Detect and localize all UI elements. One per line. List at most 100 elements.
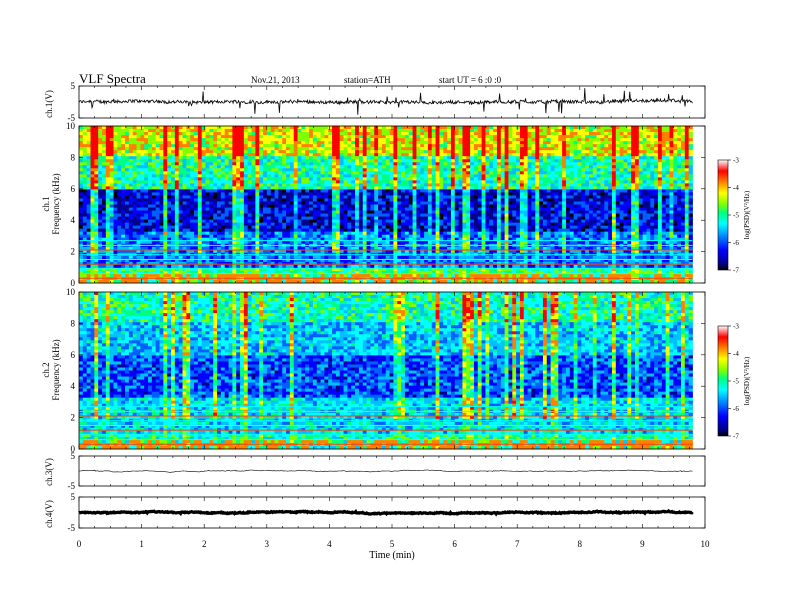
ch1-spectrogram-cell (255, 192, 260, 196)
ch1-spectrogram-cell (228, 129, 233, 133)
ch1-spectrogram-cell (263, 171, 268, 175)
ch1-spectrogram-cell (680, 129, 686, 133)
ch1-spectrogram-cell (182, 195, 187, 199)
ch1-spectrogram-cell (401, 177, 406, 181)
ch1-spectrogram-cell (178, 159, 183, 163)
ch1-spectrogram-cell (182, 186, 187, 190)
ch1-spectrogram-cell (251, 216, 256, 220)
ch1-spectrogram-cell (385, 171, 390, 175)
ch1-spectrogram-cell (213, 183, 218, 187)
ch1-spectrogram-cell (159, 135, 164, 139)
ch1-spectrogram-cell (615, 129, 621, 133)
ch1-spectrogram-cell (289, 213, 295, 217)
ch1-spectrogram-cell (293, 216, 298, 220)
ch1-spectrogram-cell (148, 153, 153, 157)
ch1-spectrogram-cell (642, 213, 647, 217)
ch1-spectrogram-cell (581, 171, 586, 175)
ch1-spectrogram-cell (167, 153, 172, 157)
ch1-spectrogram-cell (420, 198, 425, 202)
ch1-spectrogram-cell (324, 210, 329, 214)
ch1-spectrogram-cell (213, 156, 218, 160)
ch1-spectrogram-cell (224, 132, 229, 136)
ch1-spectrogram-cell (366, 213, 371, 217)
ch1-spectrogram-cell (335, 210, 341, 214)
ch1-spectrogram-cell (592, 141, 598, 145)
ch1-spectrogram-cell (266, 135, 272, 139)
ch1-spectrogram-cell (282, 177, 287, 181)
ch1-spectrogram-cell (343, 180, 348, 184)
ch1-spectrogram-cell (255, 144, 260, 148)
ch1-spectrogram-cell (619, 204, 624, 208)
ch1-spectrogram-cell (90, 150, 95, 154)
ch1-spectrogram-cell (351, 132, 356, 136)
ch1-spectrogram-cell (171, 144, 176, 148)
ch1-spectrogram-cell (301, 189, 306, 193)
ch1-spectrogram-cell (473, 132, 479, 136)
ch1-spectrogram-cell (128, 192, 134, 196)
ch1-spectrogram-cell (596, 165, 601, 169)
ch1-spectrogram-cell (125, 162, 130, 166)
ch1-spectrogram-cell (136, 126, 141, 130)
ch1-spectrogram-cell (519, 156, 525, 160)
ch1-spectrogram-cell (627, 156, 632, 160)
ch1-spectrogram-cell (427, 165, 433, 169)
ch1-spectrogram-cell (332, 147, 337, 151)
ch1-spectrogram-cell (531, 159, 536, 163)
ch1-spectrogram-cell (343, 156, 348, 160)
ch1-spectrogram-cell (266, 159, 272, 163)
ch1-spectrogram-cell (592, 183, 598, 187)
ch1-spectrogram-cell (220, 213, 226, 217)
ch1-spectrogram-cell (642, 147, 647, 151)
ch1-spectrogram-cell (159, 132, 164, 136)
ch1-spectrogram-cell (473, 180, 479, 184)
ch1-spectrogram-cell (600, 180, 605, 184)
ch1-spectrogram-cell (420, 150, 425, 154)
ch1-spectrogram-cell (489, 135, 494, 139)
ch1-spectrogram-cell (151, 168, 157, 172)
ch1-spectrogram-cell (324, 168, 329, 172)
ch1-spectrogram-cell (136, 138, 141, 142)
ch1-spectrogram-cell (680, 180, 686, 184)
ch1-spectrogram-cell (554, 195, 559, 199)
ch1-spectrogram-cell (270, 135, 275, 139)
ch1-spectrogram-cell (412, 147, 417, 151)
ch1-spectrogram-cell (508, 171, 513, 175)
ch1-spectrogram-cell (412, 138, 417, 142)
ch1-spectrogram-cell (159, 171, 164, 175)
ch1-spectrogram-cell (577, 186, 582, 190)
ch1-spectrogram-cell (450, 147, 456, 151)
ch1-spectrogram-cell (82, 180, 88, 184)
ch1-spectrogram-cell (255, 171, 260, 175)
ch1-spectrogram-cell (305, 150, 310, 154)
ch1-spectrogram-cell (381, 189, 387, 193)
ch1-spectrogram-cell (454, 138, 459, 142)
ch1-spectrogram-cell (324, 198, 329, 202)
ch1-spectrogram-cell (274, 126, 279, 130)
ch1-spectrogram-cell (274, 171, 279, 175)
ch1-spectrogram-cell (397, 135, 402, 139)
ch1-spectrogram-cell (565, 135, 571, 139)
ch1-spectrogram-cell (182, 201, 187, 205)
ch1-spectrogram-cell (519, 201, 525, 205)
ch1-spectrogram-cell (355, 192, 360, 196)
ch1-spectrogram-cell (573, 126, 578, 130)
ch1-spectrogram-cell (435, 198, 440, 202)
ch1-spectrogram-cell (205, 186, 210, 190)
ch1-spectrogram-cell (535, 201, 540, 205)
ch1-spectrogram-cell (224, 216, 229, 220)
ch1-spectrogram-cell (569, 186, 575, 190)
ch1-spectrogram-cell (370, 216, 375, 220)
ch1-spectrogram-cell (205, 183, 210, 187)
ch1-spectrogram-cell (669, 213, 674, 217)
ch1-spectrogram-cell (266, 180, 272, 184)
ch1-spectrogram-cell (450, 150, 456, 154)
ch1-spectrogram-cell (654, 210, 659, 214)
ch1-spectrogram-cell (638, 132, 644, 136)
ch1-spectrogram-cell (178, 144, 183, 148)
ch1-spectrogram-cell (416, 180, 421, 184)
ch1-spectrogram-cell (669, 171, 674, 175)
ch1-spectrogram-cell (94, 171, 99, 175)
ch1-spectrogram-cell (623, 135, 628, 139)
ch1-spectrogram-cell (531, 132, 536, 136)
ch1-spectrogram-cell (508, 156, 513, 160)
